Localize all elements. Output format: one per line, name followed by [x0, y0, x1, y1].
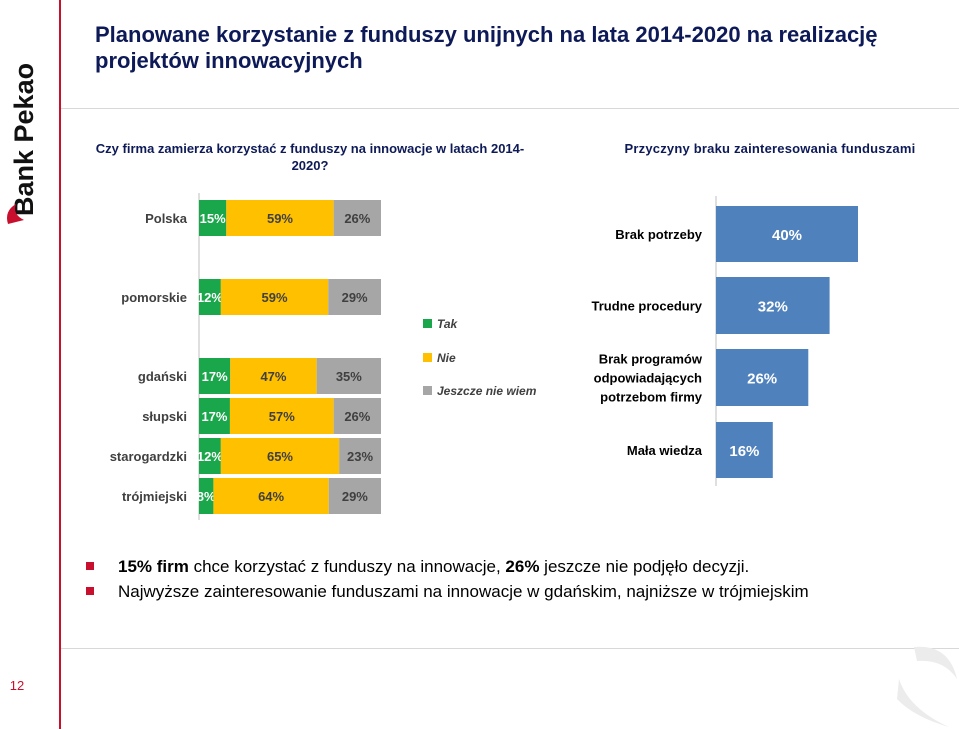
stacked-category-label: Polska — [145, 211, 188, 226]
stacked-bar-segment — [316, 358, 381, 394]
stacked-bar-segment — [220, 279, 329, 315]
stacked-bar-segment — [199, 398, 230, 434]
stacked-data-label: 29% — [342, 290, 368, 305]
stacked-data-label: 15% — [200, 211, 226, 226]
reason-category-label: Trudne procedury — [591, 299, 702, 314]
stacked-bar-segment — [213, 478, 329, 514]
stacked-data-label: 65% — [267, 449, 293, 464]
footer-divider — [61, 648, 959, 649]
stacked-data-label: 23% — [347, 449, 373, 464]
stacked-category-label: gdański — [138, 369, 187, 384]
legend-label: Jeszcze nie wiem — [437, 384, 537, 398]
legend-label: Nie — [437, 351, 456, 365]
stacked-data-label: 17% — [201, 409, 227, 424]
bullet-1-text2: jeszcze nie podjęło decyzji. — [539, 557, 750, 576]
stacked-data-label: 26% — [344, 409, 370, 424]
stacked-data-label: 12% — [197, 290, 223, 305]
legend-label: Tak — [437, 317, 459, 331]
stacked-bar-segment — [328, 478, 381, 514]
legend-swatch — [423, 319, 432, 328]
stacked-data-label: 57% — [269, 409, 295, 424]
stacked-data-label: 59% — [262, 290, 288, 305]
stacked-bar-segment — [199, 358, 231, 394]
bullet-1: 15% firm chce korzystać z funduszy na in… — [86, 555, 946, 578]
stacked-data-label: 26% — [344, 211, 370, 226]
stacked-data-label: 12% — [197, 449, 223, 464]
stacked-bar-segment — [220, 438, 340, 474]
stacked-bar-segment — [199, 478, 214, 514]
reason-bar-label: 16% — [729, 443, 759, 460]
reason-category-label: Brak potrzeby — [615, 227, 702, 242]
reason-category-label: odpowiadających — [594, 371, 702, 386]
stacked-category-label: trójmiejski — [122, 489, 187, 504]
page-number: 12 — [9, 678, 25, 693]
stacked-data-label: 29% — [342, 489, 368, 504]
stacked-data-label: 64% — [258, 489, 284, 504]
stacked-bar-segment — [229, 398, 334, 434]
header-divider — [61, 108, 959, 109]
stacked-data-label: 8% — [197, 489, 216, 504]
bullet-1-bold: 15% firm — [118, 557, 189, 576]
stacked-bar-segment — [230, 358, 317, 394]
bullet-1-bold2: 26% — [505, 557, 540, 576]
decorative-watermark-icon — [897, 646, 957, 727]
logo-text: Bank Pekao — [9, 63, 39, 216]
bullet-square-icon — [86, 562, 94, 570]
stacked-data-label: 35% — [336, 369, 362, 384]
reason-category-label: potrzebom firmy — [600, 390, 703, 405]
stacked-bar-segment — [199, 279, 221, 315]
stacked-data-label: 59% — [267, 211, 293, 226]
left-accent-line — [59, 0, 61, 729]
reason-bar-label: 32% — [758, 299, 788, 316]
legend-swatch — [423, 353, 432, 362]
stacked-bar-segment — [333, 398, 381, 434]
stacked-bar-segment — [333, 200, 381, 236]
reason-bar-label: 26% — [747, 371, 777, 388]
reason-category-label: Brak programów — [599, 352, 703, 367]
bullet-2: Najwyższe zainteresowanie funduszami na … — [86, 580, 946, 603]
stacked-bar-segment — [328, 279, 381, 315]
right-chart-title: Przyczyny braku zainteresowania fundusza… — [624, 141, 916, 156]
page-title: Planowane korzystanie z funduszy unijnyc… — [95, 22, 878, 73]
bank-logo: Bank Pekao — [7, 63, 39, 224]
reason-category-label: Mała wiedza — [627, 443, 703, 458]
left-chart-question: Czy firma zamierza korzystać z funduszy … — [95, 141, 525, 173]
stacked-bar-segment — [199, 438, 221, 474]
bullet-square-icon — [86, 587, 94, 595]
charts-canvas: Polska 15% 59% 26% pomorskie 12% 59% 29% gdański… — [110, 193, 858, 520]
stacked-data-label: 47% — [260, 369, 286, 384]
bullet-1-text: chce korzystać z funduszy na innowacje, — [188, 557, 506, 576]
reason-bar — [716, 206, 858, 262]
summary-bullets: 15% firm chce korzystać z funduszy na in… — [86, 555, 946, 605]
logo-swoosh-icon — [7, 204, 24, 224]
stacked-bar-segment — [339, 438, 381, 474]
reason-bar — [716, 277, 830, 334]
stacked-bar-segment — [226, 200, 334, 236]
bullet-2-text: Najwyższe zainteresowanie funduszami na … — [118, 582, 809, 601]
reason-bar — [716, 349, 809, 406]
stacked-category-label: pomorskie — [121, 290, 187, 305]
reason-bar-label: 40% — [772, 227, 802, 244]
stacked-category-label: starogardzki — [110, 449, 187, 464]
stacked-category-label: słupski — [142, 409, 187, 424]
reason-bar — [716, 422, 773, 478]
stacked-bar-segment — [199, 200, 227, 236]
legend-swatch — [423, 386, 432, 395]
stacked-data-label: 17% — [202, 369, 228, 384]
